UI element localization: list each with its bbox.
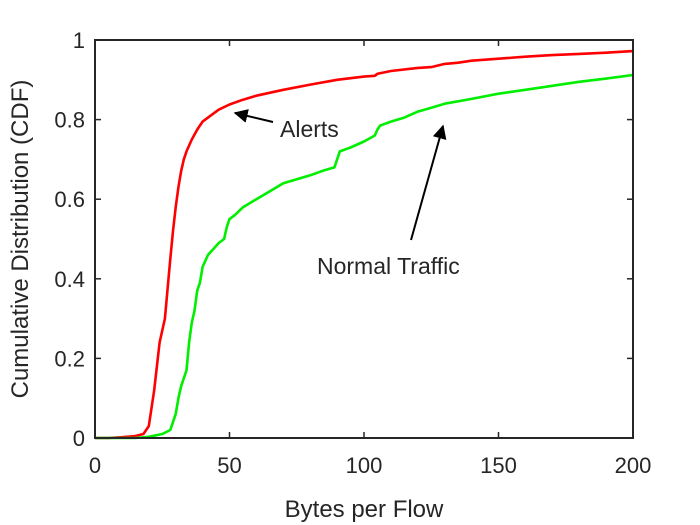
series-lines (95, 49, 634, 440)
x-ticks (94, 40, 634, 438)
y-tick-label-1: 1 (73, 28, 85, 53)
y-tick-label-0.2: 0.2 (54, 346, 85, 371)
y-ticks (95, 39, 633, 439)
normal-traffic-arrow (410, 124, 447, 241)
x-tick-label-100: 100 (346, 453, 383, 478)
x-tick-label-150: 150 (480, 453, 517, 478)
series-line-normal-traffic (95, 73, 634, 440)
y-tick-label-0.4: 0.4 (54, 267, 85, 292)
x-tick-label-200: 200 (615, 453, 652, 478)
plot-frame (94, 39, 634, 439)
y-tick-labels: 0 0.2 0.4 0.6 0.8 1 (54, 28, 85, 451)
normal-traffic-annotation-label: Normal Traffic (317, 253, 460, 279)
y-tick-label-0: 0 (73, 426, 85, 451)
annotation-alerts: Alerts (233, 109, 339, 142)
annotation-normal-traffic: Normal Traffic (317, 124, 460, 279)
y-axis-label: Cumulative Distribution (CDF) (7, 80, 34, 399)
series-line-alerts (95, 49, 634, 440)
x-tick-label-50: 50 (217, 453, 241, 478)
alerts-annotation-label: Alerts (280, 116, 339, 142)
x-tick-label-0: 0 (89, 453, 101, 478)
x-axis-label: Bytes per Flow (285, 496, 444, 523)
alerts-arrow (233, 109, 274, 123)
y-tick-label-0.6: 0.6 (54, 187, 85, 212)
y-tick-label-0.8: 0.8 (54, 108, 85, 133)
x-tick-labels: 0 50 100 150 200 (89, 453, 651, 478)
